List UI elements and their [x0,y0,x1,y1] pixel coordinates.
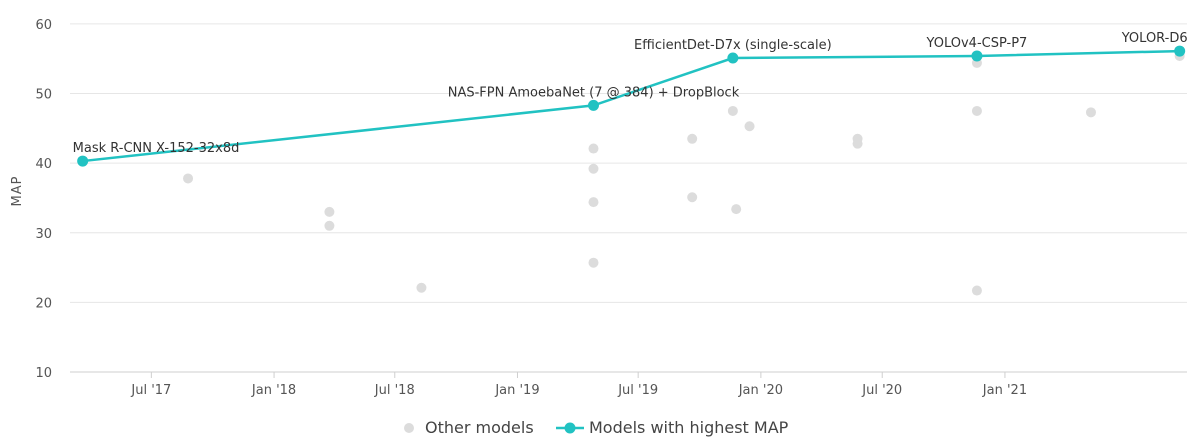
other-model-point[interactable] [588,143,599,154]
other-model-point[interactable] [324,220,335,231]
other-model-point[interactable] [971,105,982,116]
best-model-label: Mask R-CNN X-152-32x8d [73,141,240,156]
other-model-point[interactable] [183,173,194,184]
x-tick-label: Jan '21 [982,383,1027,398]
other-model-point[interactable] [588,197,599,208]
other-model-point[interactable] [731,204,742,215]
best-models-line [82,49,1180,163]
y-tick-label: 20 [35,296,52,311]
grid [70,23,1187,373]
best-model-point[interactable] [587,99,599,111]
x-tick-label: Jul '18 [374,383,415,398]
best-model-point[interactable] [971,50,983,62]
other-model-point[interactable] [687,133,698,144]
best-model-point[interactable] [1174,45,1186,57]
point-labels: Mask R-CNN X-152-32x8d NAS-FPN AmoebaNet … [73,31,1188,156]
y-tick-label: 30 [35,227,52,242]
x-tick-label: Jul '20 [861,383,902,398]
other-model-point[interactable] [588,163,599,174]
legend-marker-other-models [404,423,414,433]
best-model-label: NAS-FPN AmoebaNet (7 @ 384) + DropBlock [448,85,740,100]
other-model-point[interactable] [852,138,863,149]
other-model-point[interactable] [971,285,982,296]
legend-marker-best-models [564,422,576,434]
y-tick-label: 50 [35,88,52,103]
x-tick-label: Jul '19 [617,383,658,398]
best-model-label: YOLOR-D6 [1121,31,1188,46]
x-tick-label: Jan '20 [738,383,783,398]
x-tick-label: Jan '18 [251,383,296,398]
legend-label-best-models: Models with highest MAP [589,418,789,437]
other-model-point[interactable] [588,257,599,268]
best-models-series [77,45,1186,167]
legend-item-other-models[interactable]: Other models [404,418,534,437]
best-model-label: YOLOv4-CSP-P7 [926,36,1028,51]
legend-label-other-models: Other models [425,418,534,437]
other-model-point[interactable] [727,105,738,116]
other-model-point[interactable] [1085,107,1096,118]
legend-item-best-models[interactable]: Models with highest MAP [556,418,789,437]
y-tick-label: 40 [35,157,52,172]
best-model-point[interactable] [727,52,739,64]
x-tick-label: Jul '17 [130,383,171,398]
other-model-point[interactable] [744,121,755,132]
legend[interactable]: Other models Models with highest MAP [404,418,789,437]
y-tick-label: 60 [35,18,52,33]
best-model-point[interactable] [77,155,89,167]
other-model-point[interactable] [324,206,335,217]
x-tick-label: Jan '19 [494,383,539,398]
other-model-point[interactable] [416,282,427,293]
y-tick-label: 10 [35,366,52,381]
y-axis-title: MAP [10,176,25,207]
best-model-label: EfficientDet-D7x (single-scale) [634,38,832,53]
other-model-point[interactable] [687,192,698,203]
axes: 10 20 30 40 50 60 Jul '17 Jan '18 Jul '18 Jan '19… [10,18,1187,398]
